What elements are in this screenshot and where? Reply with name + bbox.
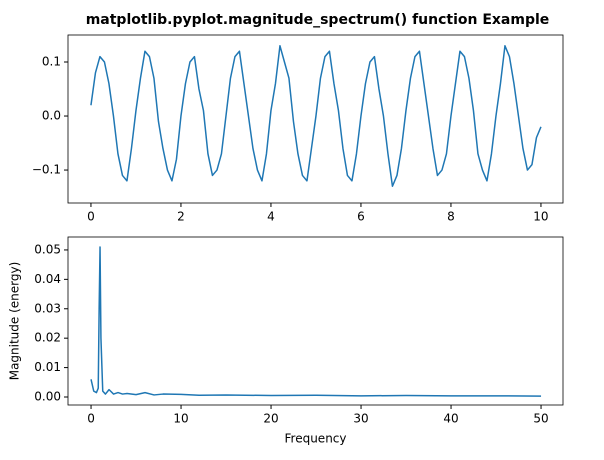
x-tick-label: 0 bbox=[87, 412, 95, 426]
y-tick-label: −0.1 bbox=[32, 163, 61, 177]
data-line bbox=[90, 45, 542, 187]
x-tick-label: 6 bbox=[357, 210, 365, 224]
y-tick-label: 0.05 bbox=[34, 242, 61, 256]
y-tick-label: 0.04 bbox=[34, 272, 61, 286]
x-tick-label: 8 bbox=[447, 210, 455, 224]
data-line bbox=[90, 246, 542, 397]
y-tick-label: 0.0 bbox=[42, 109, 61, 123]
y-tick-label: 0.01 bbox=[34, 360, 61, 374]
x-tick-label: 10 bbox=[533, 210, 548, 224]
y-tick-label: 0.02 bbox=[34, 331, 61, 345]
x-axis-label: Frequency bbox=[285, 432, 347, 446]
y-tick-label: 0.00 bbox=[34, 390, 61, 404]
chart-title: matplotlib.pyplot.magnitude_spectrum() f… bbox=[86, 12, 550, 28]
axes-frame bbox=[67, 236, 564, 406]
x-tick-label: 50 bbox=[533, 412, 548, 426]
y-axis-label: Magnitude (energy) bbox=[8, 262, 22, 381]
x-tick-label: 40 bbox=[443, 412, 458, 426]
y-tick-label: 0.1 bbox=[42, 55, 61, 69]
x-tick-label: 20 bbox=[263, 412, 278, 426]
x-tick-label: 10 bbox=[173, 412, 188, 426]
axes-frame bbox=[67, 34, 564, 204]
x-tick-label: 30 bbox=[353, 412, 368, 426]
y-tick-label: 0.03 bbox=[34, 301, 61, 315]
x-tick-label: 2 bbox=[177, 210, 185, 224]
x-tick-label: 4 bbox=[267, 210, 275, 224]
x-tick-label: 0 bbox=[87, 210, 95, 224]
